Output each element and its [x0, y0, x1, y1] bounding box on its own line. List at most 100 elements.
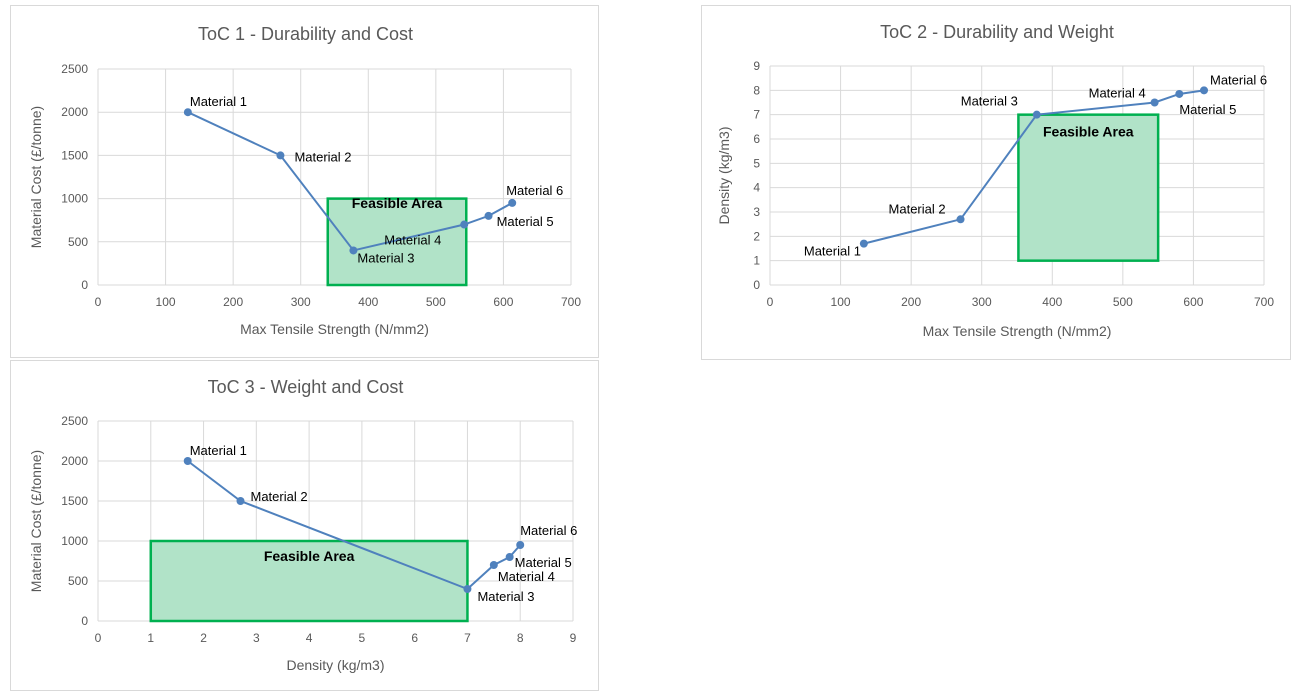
toc2-x-axis-label: Max Tensile Strength (N/mm2)	[923, 323, 1112, 339]
toc3-data-label: Material 1	[190, 443, 247, 458]
toc2-data-point	[859, 239, 868, 248]
toc2-data-point	[1150, 98, 1159, 107]
toc3-x-tick-label: 7	[464, 631, 471, 645]
toc2-y-tick-label: 6	[753, 132, 760, 146]
toc3-y-tick-label: 1500	[61, 494, 88, 508]
toc3-x-axis-label: Density (kg/m3)	[286, 657, 384, 673]
toc1-title: ToC 1 - Durability and Cost	[198, 24, 413, 44]
toc2-x-tick-label: 300	[972, 295, 992, 309]
toc3-y-tick-label: 500	[68, 574, 88, 588]
toc2-x-tick-label: 400	[1042, 295, 1062, 309]
toc3-feasible-area-label: Feasible Area	[264, 548, 355, 564]
toc1-data-label: Material 4	[384, 233, 441, 248]
toc1-data-point	[183, 108, 192, 117]
toc2-x-tick-label: 500	[1113, 295, 1133, 309]
toc1-x-tick-label: 300	[291, 295, 311, 309]
toc1-data-label: Material 5	[497, 214, 554, 229]
toc1-data-point	[349, 246, 358, 255]
toc1-x-tick-label: 400	[358, 295, 378, 309]
toc1-y-tick-label: 2500	[61, 62, 88, 76]
toc2-title: ToC 2 - Durability and Weight	[880, 22, 1114, 42]
toc1-data-label: Material 1	[190, 94, 247, 109]
toc1-x-tick-label: 500	[426, 295, 446, 309]
toc2-data-label: Material 1	[804, 244, 861, 259]
toc2-data-point	[1175, 89, 1184, 98]
toc1-feasible-area	[326, 197, 468, 287]
toc3-x-tick-label: 4	[306, 631, 313, 645]
toc1-data-point	[276, 151, 285, 160]
toc2-y-tick-label: 0	[753, 278, 760, 292]
toc1-x-axis-label: Max Tensile Strength (N/mm2)	[240, 321, 429, 337]
toc3-data-label: Material 3	[477, 589, 534, 604]
toc1-y-tick-label: 500	[68, 235, 88, 249]
toc2-feasible-area-label: Feasible Area	[1043, 124, 1134, 140]
toc3-data-label: Material 5	[515, 555, 572, 570]
toc2-x-tick-label: 100	[831, 295, 851, 309]
toc2-y-tick-label: 5	[753, 156, 760, 170]
toc3-data-label: Material 6	[520, 523, 577, 538]
toc3-data-point	[516, 541, 525, 549]
toc3-x-tick-label: 5	[359, 631, 366, 645]
toc2-data-label: Material 3	[961, 94, 1018, 109]
toc2-y-axis-label: Density (kg/m3)	[716, 126, 732, 224]
toc3-data-point	[183, 457, 192, 465]
toc1-feasible-area-label: Feasible Area	[352, 195, 443, 211]
toc3-y-axis-label: Material Cost (£/tonne)	[28, 450, 44, 592]
toc2-y-tick-label: 3	[753, 205, 760, 219]
toc1-x-tick-label: 100	[156, 295, 176, 309]
toc2-data-label: Material 5	[1179, 102, 1236, 117]
toc1-y-tick-label: 1000	[61, 192, 88, 206]
toc1-data-label: Material 3	[357, 250, 414, 265]
toc3-data-point	[505, 553, 514, 561]
toc3-x-tick-label: 0	[95, 631, 102, 645]
toc3-x-tick-label: 6	[411, 631, 418, 645]
toc3-y-tick-label: 2000	[61, 454, 88, 468]
toc2-data-label: Material 6	[1210, 72, 1267, 87]
toc1-data-label: Material 2	[294, 149, 351, 164]
toc3-y-tick-label: 0	[81, 614, 88, 628]
toc3-x-tick-label: 2	[200, 631, 207, 645]
toc1-data-point	[460, 220, 469, 229]
chart-toc2-svg: Feasible Area 0 100 200 300 400 500 600 700 0 1 2 3 4…	[716, 22, 1274, 339]
toc2-x-tick-label: 700	[1254, 295, 1274, 309]
toc2-data-label: Material 2	[889, 201, 946, 216]
toc3-x-tick-label: 3	[253, 631, 260, 645]
toc3-data-label: Material 2	[251, 489, 308, 504]
toc3-data-point	[463, 585, 472, 593]
chart-toc3: Feasible Area 0 1 2 3 4 5 6 7 8 9 0 500 1000 1500 2000 2…	[10, 360, 599, 691]
toc2-y-tick-label: 2	[753, 229, 760, 243]
toc1-x-tick-label: 700	[561, 295, 581, 309]
toc1-x-tick-label: 600	[493, 295, 513, 309]
toc2-data-point	[1200, 86, 1209, 95]
toc1-y-tick-label: 0	[81, 278, 88, 292]
toc2-data-point	[1032, 110, 1041, 119]
toc3-y-tick-label: 1000	[61, 534, 88, 548]
toc3-data-point	[489, 561, 498, 569]
toc3-x-tick-label: 1	[147, 631, 154, 645]
toc3-data-label: Material 4	[498, 569, 555, 584]
chart-toc1-svg: Feasible Area 0 100 200 300 400 500 600 700 0 500 1…	[28, 24, 581, 337]
toc1-data-point	[508, 198, 517, 207]
chart-toc3-svg: Feasible Area 0 1 2 3 4 5 6 7 8 9 0 500 1000 1500 2000 2…	[28, 377, 577, 673]
toc1-x-tick-label: 200	[223, 295, 243, 309]
toc1-y-tick-label: 2000	[61, 105, 88, 119]
toc3-title: ToC 3 - Weight and Cost	[208, 377, 404, 397]
toc1-y-axis-label: Material Cost (£/tonne)	[28, 106, 44, 248]
toc2-data-point	[956, 215, 965, 224]
toc2-x-tick-label: 600	[1183, 295, 1203, 309]
toc3-feasible-area	[149, 539, 469, 623]
toc1-y-tick-label: 1500	[61, 148, 88, 162]
toc2-x-tick-label: 200	[901, 295, 921, 309]
chart-toc1: Feasible Area 0 100 200 300 400 500 600 700 0 500 1…	[10, 5, 599, 358]
toc1-x-tick-label: 0	[95, 295, 102, 309]
toc3-y-tick-label: 2500	[61, 414, 88, 428]
toc3-x-tick-label: 9	[570, 631, 577, 645]
toc2-data-label: Material 4	[1089, 86, 1146, 101]
toc3-data-point	[236, 497, 245, 505]
toc3-x-tick-label: 8	[517, 631, 524, 645]
chart-toc2: Feasible Area 0 100 200 300 400 500 600 700 0 1 2 3 4…	[701, 5, 1291, 360]
toc2-x-tick-label: 0	[767, 295, 774, 309]
toc2-y-tick-label: 7	[753, 108, 760, 122]
toc1-data-point	[484, 211, 493, 220]
toc2-feasible-area	[1017, 113, 1160, 262]
